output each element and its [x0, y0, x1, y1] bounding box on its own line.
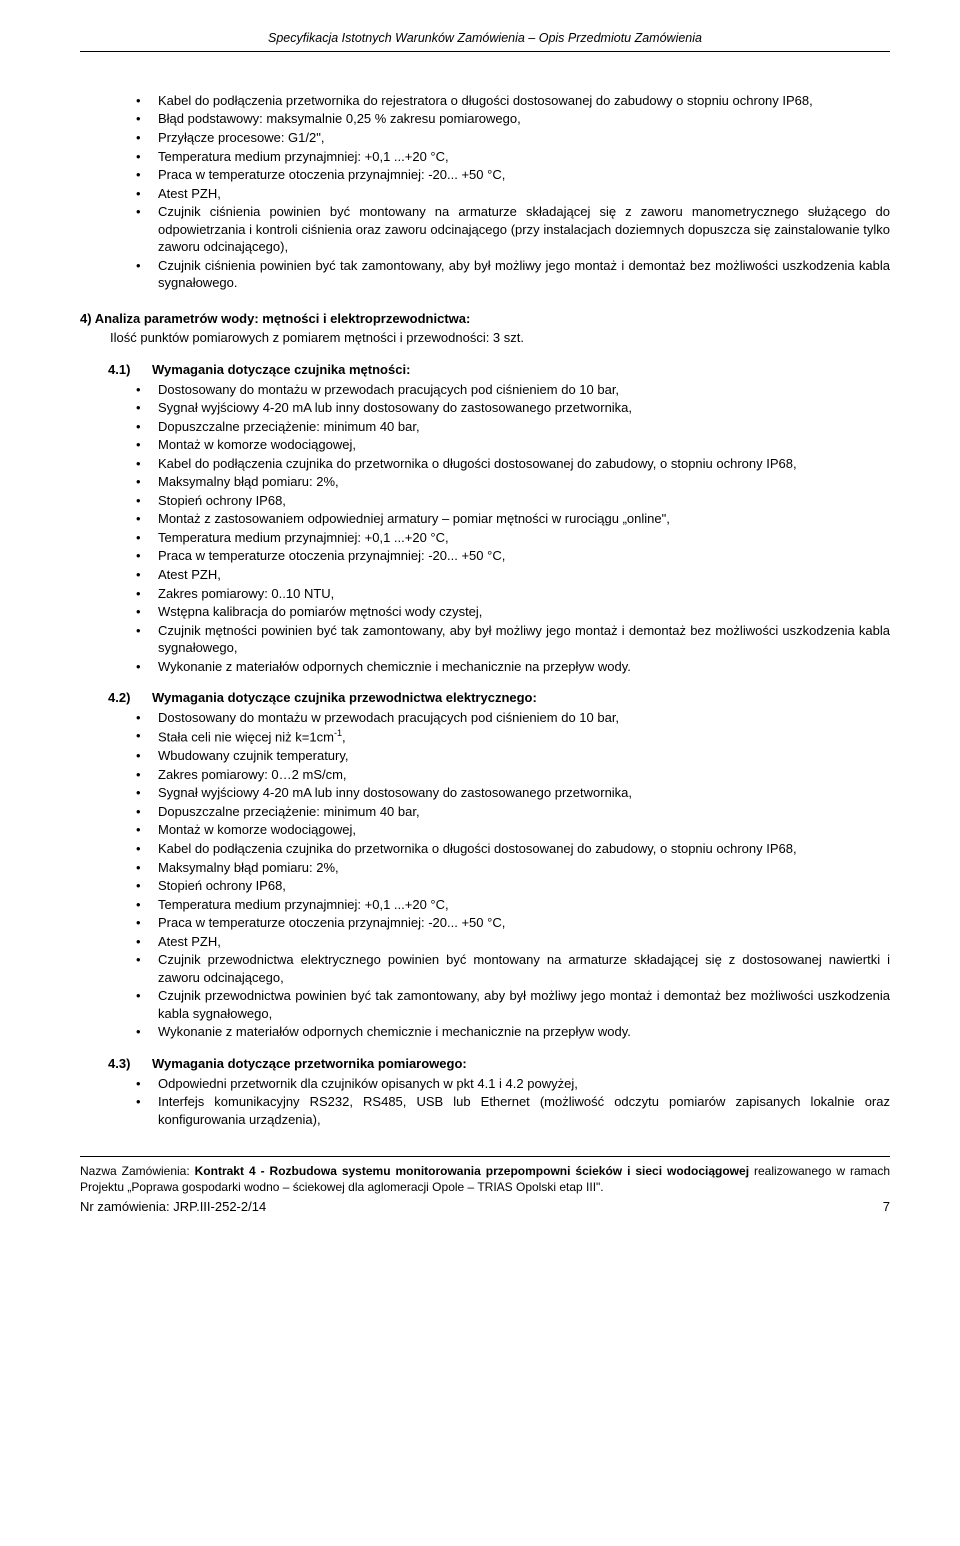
footer-bottom-row: Nr zamówienia: JRP.III-252-2/14 7: [80, 1198, 890, 1216]
list-item: Przyłącze procesowe: G1/2",: [130, 129, 890, 147]
footer-order-number: Nr zamówienia: JRP.III-252-2/14: [80, 1198, 266, 1216]
list-item: Dopuszczalne przeciążenie: minimum 40 ba…: [130, 803, 890, 821]
footer-order-name: Nazwa Zamówienia: Kontrakt 4 - Rozbudowa…: [80, 1163, 890, 1195]
list-item: Stała celi nie więcej niż k=1cm-1,: [130, 727, 890, 746]
list-item: Temperatura medium przynajmniej: +0,1 ..…: [130, 896, 890, 914]
document-page: Specyfikacja Istotnych Warunków Zamówien…: [0, 0, 960, 1546]
subsection-number: 4.2): [108, 689, 152, 707]
list-item: Atest PZH,: [130, 566, 890, 584]
page-footer: Nazwa Zamówienia: Kontrakt 4 - Rozbudowa…: [80, 1156, 890, 1215]
list-item: Wykonanie z materiałów odpornych chemicz…: [130, 658, 890, 676]
list-item: Interfejs komunikacyjny RS232, RS485, US…: [130, 1093, 890, 1128]
list-item: Wykonanie z materiałów odpornych chemicz…: [130, 1023, 890, 1041]
list-item: Czujnik przewodnictwa powinien być tak z…: [130, 987, 890, 1022]
list-item: Zakres pomiarowy: 0..10 NTU,: [130, 585, 890, 603]
superscript: -1: [334, 728, 342, 738]
footer-prefix: Nazwa Zamówienia:: [80, 1164, 195, 1178]
list-item: Sygnał wyjściowy 4-20 mA lub inny dostos…: [130, 784, 890, 802]
page-header: Specyfikacja Istotnych Warunków Zamówien…: [80, 30, 890, 52]
list-item: Kabel do podłączenia czujnika do przetwo…: [130, 840, 890, 858]
subsection-label: Wymagania dotyczące czujnika przewodnict…: [152, 690, 537, 705]
subsection-number: 4.1): [108, 361, 152, 379]
subsection-4-1: 4.1)Wymagania dotyczące czujnika mętnośc…: [108, 361, 890, 379]
list-item: Stopień ochrony IP68,: [130, 877, 890, 895]
list-item: Praca w temperaturze otoczenia przynajmn…: [130, 166, 890, 184]
list-item: Temperatura medium przynajmniej: +0,1 ..…: [130, 529, 890, 547]
list-item-text: Stała celi nie więcej niż k=1cm: [158, 730, 334, 745]
bullet-list-4-2: Dostosowany do montażu w przewodach prac…: [130, 709, 890, 1041]
subsection-label: Wymagania dotyczące czujnika mętności:: [152, 362, 410, 377]
subsection-label: Wymagania dotyczące przetwornika pomiaro…: [152, 1056, 467, 1071]
list-item: Montaż w komorze wodociągowej,: [130, 821, 890, 839]
subsection-4-3: 4.3)Wymagania dotyczące przetwornika pom…: [108, 1055, 890, 1073]
list-item: Kabel do podłączenia czujnika do przetwo…: [130, 455, 890, 473]
list-item: Montaż w komorze wodociągowej,: [130, 436, 890, 454]
list-item: Czujnik przewodnictwa elektrycznego powi…: [130, 951, 890, 986]
subsection-number: 4.3): [108, 1055, 152, 1073]
list-item: Temperatura medium przynajmniej: +0,1 ..…: [130, 148, 890, 166]
list-item: Czujnik ciśnienia powinien być montowany…: [130, 203, 890, 256]
list-item: Dopuszczalne przeciążenie: minimum 40 ba…: [130, 418, 890, 436]
page-number: 7: [883, 1198, 890, 1216]
list-item: Kabel do podłączenia przetwornika do rej…: [130, 92, 890, 110]
list-item: Błąd podstawowy: maksymalnie 0,25 % zakr…: [130, 110, 890, 128]
bullet-list-intro: Kabel do podłączenia przetwornika do rej…: [130, 92, 890, 292]
list-item: Praca w temperaturze otoczenia przynajmn…: [130, 547, 890, 565]
list-item: Odpowiedni przetwornik dla czujników opi…: [130, 1075, 890, 1093]
section-4-title: 4) Analiza parametrów wody: mętności i e…: [80, 310, 890, 328]
list-item: Maksymalny błąd pomiaru: 2%,: [130, 859, 890, 877]
list-item: Atest PZH,: [130, 933, 890, 951]
list-item: Zakres pomiarowy: 0…2 mS/cm,: [130, 766, 890, 784]
bullet-list-4-3: Odpowiedni przetwornik dla czujników opi…: [130, 1075, 890, 1129]
list-item-suffix: ,: [342, 730, 346, 745]
list-item: Czujnik mętności powinien być tak zamont…: [130, 622, 890, 657]
list-item: Wstępna kalibracja do pomiarów mętności …: [130, 603, 890, 621]
list-item: Montaż z zastosowaniem odpowiedniej arma…: [130, 510, 890, 528]
list-item: Sygnał wyjściowy 4-20 mA lub inny dostos…: [130, 399, 890, 417]
list-item: Atest PZH,: [130, 185, 890, 203]
list-item: Stopień ochrony IP68,: [130, 492, 890, 510]
section-4-sub: Ilość punktów pomiarowych z pomiarem męt…: [110, 329, 890, 347]
list-item: Dostosowany do montażu w przewodach prac…: [130, 709, 890, 727]
list-item: Czujnik ciśnienia powinien być tak zamon…: [130, 257, 890, 292]
list-item: Dostosowany do montażu w przewodach prac…: [130, 381, 890, 399]
bullet-list-4-1: Dostosowany do montażu w przewodach prac…: [130, 381, 890, 676]
footer-bold: Kontrakt 4 - Rozbudowa systemu monitorow…: [195, 1164, 749, 1178]
list-item: Wbudowany czujnik temperatury,: [130, 747, 890, 765]
subsection-4-2: 4.2)Wymagania dotyczące czujnika przewod…: [108, 689, 890, 707]
list-item: Praca w temperaturze otoczenia przynajmn…: [130, 914, 890, 932]
list-item: Maksymalny błąd pomiaru: 2%,: [130, 473, 890, 491]
